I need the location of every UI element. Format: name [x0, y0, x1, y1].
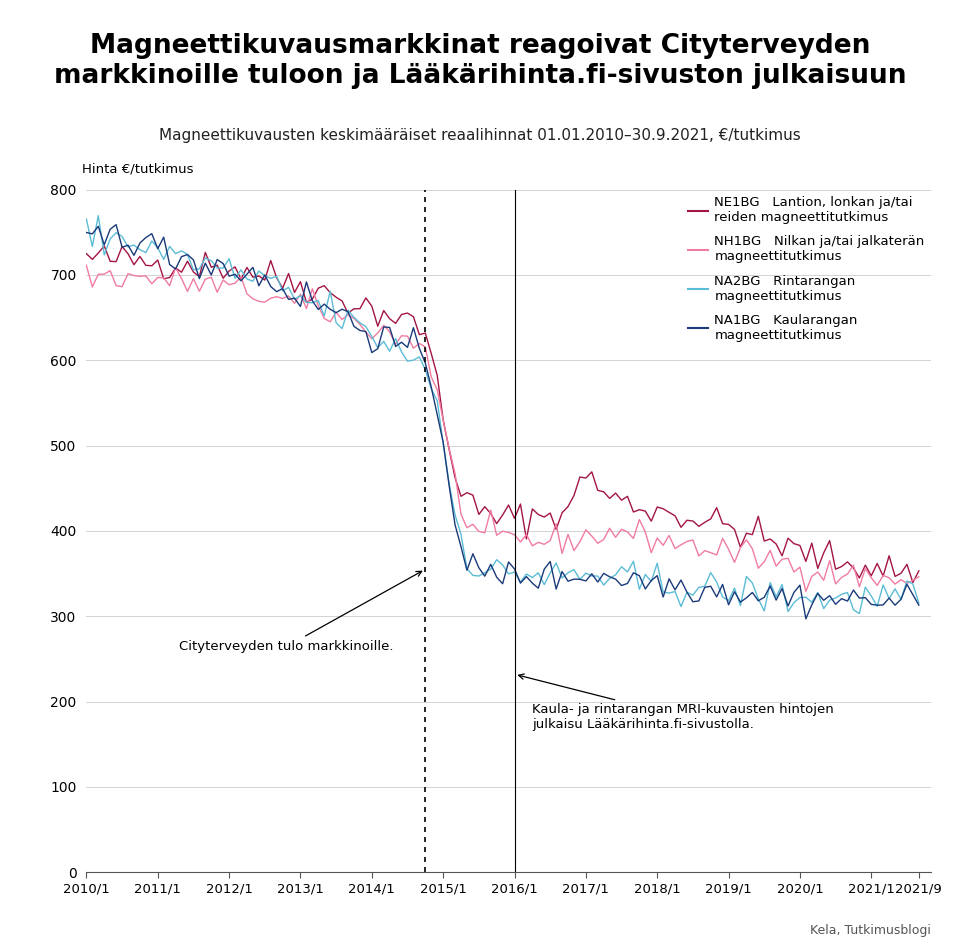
Text: Cityterveyden tulo markkinoille.: Cityterveyden tulo markkinoille. [180, 572, 421, 653]
Legend: NE1BG   Lantion, lonkan ja/tai
reiden magneettitutkimus, NH1BG   Nilkan ja/tai j: NE1BG Lantion, lonkan ja/tai reiden magn… [688, 196, 924, 342]
Text: Kaula- ja rintarangan MRI-kuvausten hintojen
julkaisu Lääkärihinta.fi-sivustolla: Kaula- ja rintarangan MRI-kuvausten hint… [518, 674, 834, 731]
Text: Magneettikuvausten keskimääräiset reaalihinnat 01.01.2010–30.9.2021, €/tutkimus: Magneettikuvausten keskimääräiset reaali… [159, 128, 801, 143]
Text: Kela, Tutkimusblogi: Kela, Tutkimusblogi [810, 923, 931, 937]
Text: Magneettikuvausmarkkinat reagoivat Cityterveyden
markkinoille tuloon ja Lääkärih: Magneettikuvausmarkkinat reagoivat Cityt… [54, 33, 906, 89]
Text: Hinta €/tutkimus: Hinta €/tutkimus [83, 163, 194, 176]
